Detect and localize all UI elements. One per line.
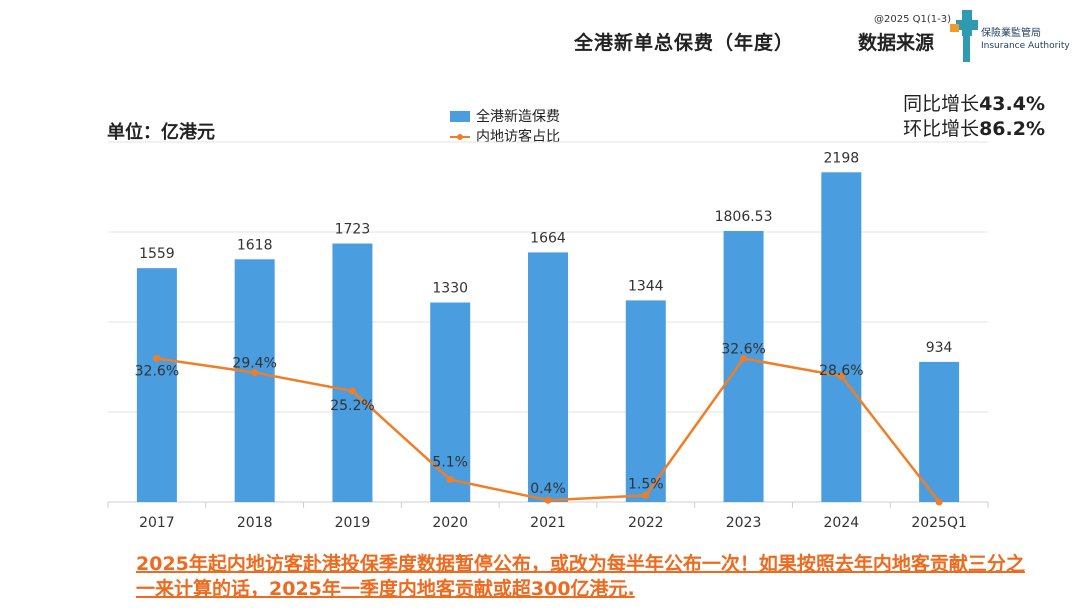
bar [625, 300, 666, 502]
chart-legend: 全港新造保费 内地访客占比 [450, 106, 560, 146]
bar-value-label: 1559 [139, 246, 175, 262]
bar-value-label: 2198 [824, 150, 860, 166]
x-tick-label: 2019 [335, 515, 371, 531]
growth-summary: 同比增长43.4% 环比增长86.2% [900, 92, 1045, 142]
bar [723, 231, 764, 502]
legend-bar-swatch [450, 110, 470, 122]
legend-item-bar: 全港新造保费 [450, 106, 560, 126]
yoy-label: 同比增长 [903, 93, 980, 115]
line-value-label: 32.6% [721, 341, 765, 357]
line-point [348, 387, 356, 395]
x-tick-label: 2024 [824, 515, 860, 531]
x-tick-label: 2018 [237, 515, 273, 531]
bar-value-label: 934 [926, 340, 953, 356]
bar-value-label: 1806.53 [715, 209, 773, 225]
qoq-label: 环比增长 [903, 118, 980, 140]
line-value-label: 28.6% [819, 363, 863, 379]
bar-value-label: 1330 [432, 281, 468, 297]
bar [136, 268, 177, 502]
x-tick-label: 2023 [726, 515, 762, 531]
x-tick-label: 2020 [432, 515, 468, 531]
bar [528, 252, 568, 502]
premium-chart: 1559 2017 1618 2018 1723 2019 1330 2020 1664 2021… [107, 141, 989, 531]
yoy-value: 43.4% [979, 93, 1045, 115]
bar [430, 302, 471, 502]
line-value-label: 29.4% [232, 356, 276, 372]
bar-value-label: 1723 [335, 222, 371, 238]
line-point [935, 498, 943, 506]
logo-text-cn: 保險業監管局 [981, 26, 1041, 39]
copyright-text: @2025 Q1(1-3) [874, 14, 951, 25]
line-value-label: 5.1% [432, 455, 468, 471]
logo-mark-orange [950, 24, 959, 32]
logo-text-en: Insurance Authority [981, 41, 1070, 51]
line-point [544, 496, 552, 504]
bar [332, 243, 373, 503]
line-point [153, 354, 161, 362]
line-value-label: 32.6% [135, 363, 179, 379]
bar-value-label: 1664 [530, 230, 566, 246]
yoy-growth: 同比增长43.4% [900, 92, 1045, 117]
x-tick-label: 2022 [628, 515, 664, 531]
page-title: 全港新单总保费（年度） [574, 32, 795, 54]
logo-mark-teal [956, 10, 978, 36]
legend-item-line: 内地访客占比 [450, 126, 560, 146]
footnote: 2025年起内地访客赴港投保季度数据暂停公布，或改为每半年公布一次！如果按照去年… [136, 552, 1036, 602]
footnote-text: 2025年起内地访客赴港投保季度数据暂停公布，或改为每半年公布一次！如果按照去年… [136, 553, 1025, 600]
bar [821, 172, 862, 503]
bar-value-label: 1618 [237, 237, 273, 253]
source-label: 数据来源 [858, 32, 935, 54]
line-point [251, 369, 259, 377]
line-value-label: 25.2% [330, 398, 374, 414]
line-point [837, 372, 845, 380]
bar [919, 361, 960, 502]
legend-line-label: 内地访客占比 [476, 129, 560, 145]
x-tick-label: 2025Q1 [911, 515, 967, 531]
x-tick-label: 2021 [530, 515, 566, 531]
legend-bar-label: 全港新造保费 [476, 109, 560, 125]
insurance-authority-logo: 保險業監管局 Insurance Authority [950, 10, 1070, 62]
line-point [740, 354, 748, 362]
legend-line-swatch [450, 131, 470, 142]
qoq-value: 86.2% [979, 118, 1045, 140]
line-point [446, 476, 454, 484]
qoq-growth: 环比增长86.2% [900, 117, 1045, 142]
line-value-label: 1.5% [628, 476, 664, 492]
line-point [642, 491, 650, 499]
x-tick-label: 2017 [139, 515, 175, 531]
bar [234, 259, 275, 502]
unit-label: 单位：亿港元 [107, 122, 215, 143]
bar-value-label: 1344 [628, 278, 664, 294]
line-value-label: 0.4% [530, 481, 566, 497]
logo-mark-bar [963, 36, 970, 62]
